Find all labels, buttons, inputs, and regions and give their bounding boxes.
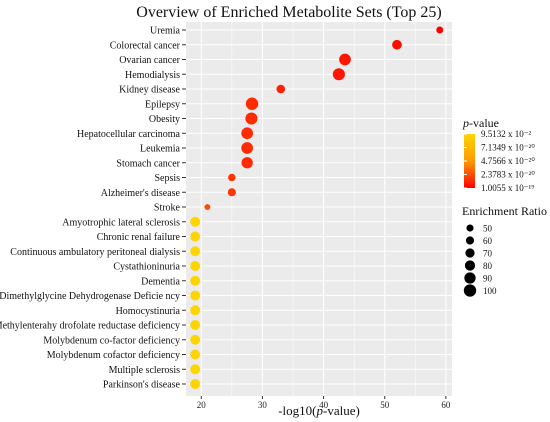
p-value-colorbar <box>464 134 475 188</box>
data-point <box>436 26 444 34</box>
y-tick-label: Stroke <box>154 203 181 214</box>
data-point <box>190 379 201 389</box>
y-tick-label: Multiple sclerosis <box>109 365 180 376</box>
x-tick-label: 50 <box>380 400 390 410</box>
size-legend-label: 70 <box>483 249 493 259</box>
enrichment-ratio-legend-items: 50 60 70 80 90 100 <box>463 224 497 297</box>
size-legend-dot <box>465 236 475 245</box>
x-axis-title-italic: p <box>315 403 323 418</box>
p-value-legend-label: 2.3783 x 10⁻²⁰ <box>481 170 535 180</box>
x-axis-ticks: 20 30 40 50 60 <box>197 396 451 410</box>
y-axis-labels: Uremia Colorectal cancer Ovarian cancer Hem… <box>0 26 181 391</box>
data-point <box>241 127 253 140</box>
p-value-legend-title: p-value <box>462 116 499 130</box>
size-legend-label: 100 <box>483 286 497 296</box>
p-value-legend-labels: 9.5132 x 10⁻² 7.1349 x 10⁻²⁰ 4.7566 x 10⁻²… <box>464 129 535 193</box>
p-value-legend-label: 9.5132 x 10⁻² <box>481 129 532 139</box>
y-tick-label: Methylenterahy drofolate reductase defic… <box>0 321 180 332</box>
p-value-legend-title-italic: p <box>462 116 469 130</box>
x-axis-title-suffix: -value) <box>323 403 360 418</box>
y-tick-label: Dementia <box>141 276 180 287</box>
p-value-legend-label: 7.1349 x 10⁻²⁰ <box>481 143 535 153</box>
enrichment-ratio-legend: Enrichment Ratio 50 60 70 80 90 100 <box>462 204 547 297</box>
y-tick-label: Kidney disease <box>119 85 180 96</box>
y-tick-label: Chronic renal failure <box>97 232 181 243</box>
y-tick-label: Sepsis <box>154 173 180 184</box>
p-value-legend-title-suffix: -value <box>469 116 499 130</box>
size-legend-label: 50 <box>483 224 493 234</box>
size-legend-label: 90 <box>483 274 493 284</box>
data-point <box>190 275 201 286</box>
data-point <box>190 334 201 345</box>
y-tick-label: Leukemia <box>140 144 181 155</box>
size-legend-dot <box>464 272 476 284</box>
x-axis-title: -log10(p-value) <box>278 403 360 418</box>
size-legend-label: 60 <box>483 236 493 246</box>
data-point <box>241 157 253 169</box>
size-legend-dot <box>463 284 477 297</box>
data-point <box>190 305 201 316</box>
y-tick-label: Uremia <box>150 26 181 37</box>
x-axis-title-prefix: -log10( <box>278 403 316 418</box>
data-point <box>190 349 201 360</box>
data-point <box>204 204 211 210</box>
chart-title: Overview of Enriched Metabolite Sets (To… <box>136 4 441 21</box>
x-tick-label: 60 <box>441 400 451 410</box>
size-legend-label: 80 <box>483 261 493 271</box>
data-point <box>190 231 201 242</box>
y-axis-ticks <box>182 29 186 385</box>
data-point <box>241 142 253 154</box>
size-legend-dot <box>466 224 474 232</box>
y-tick-label: Epilepsy <box>145 99 180 110</box>
data-point <box>245 97 259 110</box>
data-point <box>228 173 236 182</box>
data-point <box>227 188 236 197</box>
y-tick-label: Colorectal cancer <box>110 40 181 51</box>
enrichment-ratio-legend-title: Enrichment Ratio <box>462 204 547 218</box>
size-legend-dot <box>465 248 475 258</box>
size-legend-dot <box>464 260 476 271</box>
y-tick-label: Dimethylglycine Dehydrogenase Deficie nc… <box>0 291 180 302</box>
p-value-legend: p-value 9.5132 x 10⁻² 7.1349 x 10⁻²⁰ 4.756… <box>462 116 535 193</box>
data-point <box>276 84 286 94</box>
data-points <box>190 26 444 389</box>
y-tick-label: Obesity <box>149 114 180 125</box>
data-point <box>332 68 345 81</box>
p-value-legend-label: 1.0055 x 10⁻¹⁹ <box>481 183 534 193</box>
y-tick-label: Continuous ambulatory peritoneal dialysi… <box>10 247 180 258</box>
x-tick-label: 40 <box>319 400 329 410</box>
plot-panel <box>186 22 452 396</box>
y-tick-label: Ovarian cancer <box>119 55 180 66</box>
grid-lines <box>186 22 452 396</box>
data-point <box>190 246 201 257</box>
data-point <box>190 290 201 301</box>
x-tick-label: 20 <box>197 400 207 410</box>
y-tick-label: Parkinson's disease <box>103 380 181 391</box>
y-tick-label: Molybdenum co-factor deficiency <box>43 335 180 346</box>
data-point <box>190 216 201 227</box>
data-point <box>245 112 258 125</box>
y-tick-label: Stomach cancer <box>116 158 180 169</box>
data-point <box>190 261 201 271</box>
y-tick-label: Alzheimer's disease <box>101 188 181 199</box>
data-point <box>392 39 402 50</box>
y-tick-label: Homocystinuria <box>116 306 181 317</box>
y-tick-label: Hemodialysis <box>125 70 180 81</box>
data-point <box>190 364 201 375</box>
y-tick-label: Amyotrophic lateral sclerosis <box>62 217 180 228</box>
data-point <box>190 320 201 330</box>
x-tick-label: 30 <box>258 400 268 410</box>
y-tick-label: Molybdenum cofactor deficiency <box>47 350 180 361</box>
data-point <box>339 53 351 66</box>
y-tick-label: Cystathioninuria <box>113 262 180 273</box>
y-tick-label: Hepatocellular carcinoma <box>77 129 181 140</box>
p-value-legend-label: 4.7566 x 10⁻²⁰ <box>481 156 535 166</box>
